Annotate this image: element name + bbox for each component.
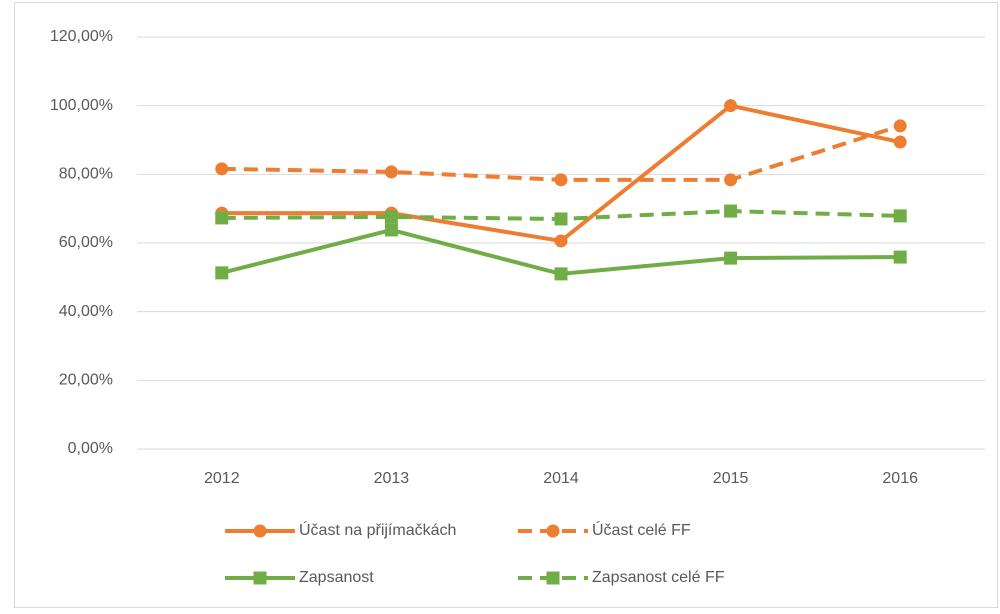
legend-label: Zapsanost (299, 569, 374, 586)
legend-marker (546, 571, 560, 585)
point (554, 173, 568, 187)
point (215, 266, 229, 280)
x-tick-label: 2016 (882, 470, 918, 487)
x-tick-label: 2012 (204, 470, 240, 487)
point (384, 210, 398, 224)
legend-marker (546, 524, 560, 538)
y-tick-label: 80,00% (59, 166, 113, 183)
point (215, 162, 229, 176)
legend-label: Zapsanost celé FF (592, 569, 725, 586)
legend-label: Účast na přijímačkách (299, 520, 456, 539)
point (554, 234, 568, 248)
point (893, 119, 907, 133)
y-tick-label: 100,00% (50, 97, 113, 114)
point (724, 173, 738, 187)
point (554, 267, 568, 281)
y-tick-label: 60,00% (59, 234, 113, 251)
point (724, 204, 738, 218)
point (384, 223, 398, 237)
legend-marker (253, 571, 267, 585)
x-tick-label: 2014 (543, 470, 579, 487)
point (724, 251, 738, 265)
point (893, 135, 907, 149)
legend-marker (253, 524, 267, 538)
point (724, 99, 738, 113)
point (384, 165, 398, 179)
point (893, 209, 907, 223)
point (893, 250, 907, 264)
point (215, 211, 229, 225)
point (554, 212, 568, 226)
legend-label: Účast celé FF (592, 520, 691, 539)
y-tick-label: 20,00% (59, 372, 113, 389)
y-tick-label: 120,00% (50, 28, 113, 45)
x-tick-label: 2013 (374, 470, 410, 487)
y-tick-label: 0,00% (68, 440, 113, 457)
y-tick-label: 40,00% (59, 303, 113, 320)
chart-border (14, 2, 998, 608)
x-tick-label: 2015 (713, 470, 749, 487)
